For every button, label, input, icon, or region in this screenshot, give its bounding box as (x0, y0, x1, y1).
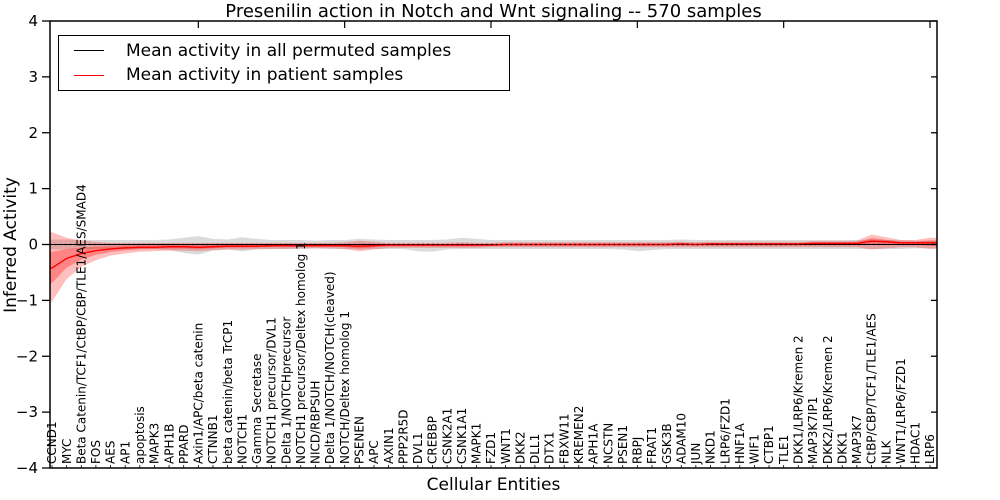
y-tick-label: 2 (28, 124, 38, 142)
x-tick-label: CCND1 (45, 421, 59, 464)
x-tick-label: Delta 1/NOTCHprecursor (279, 317, 293, 464)
x-tick-label: MYC (60, 439, 74, 464)
x-tick-label: CTNNB1 (206, 414, 220, 464)
x-tick-label: APH1A (587, 423, 601, 464)
x-tick-label: APC (367, 440, 381, 464)
x-tick-label: FBXW11 (557, 414, 571, 465)
x-tick-label: RBPJ (631, 437, 645, 464)
x-tick-label: FRAT1 (645, 427, 659, 464)
x-tick-label: NOTCH1 precursor/DVL1 (265, 317, 279, 464)
x-tick-label: NLK (879, 439, 893, 464)
x-tick-label: FZD1 (484, 432, 498, 464)
x-tick-label: Gamma Secretase (250, 353, 264, 464)
x-tick-label: DTX1 (543, 432, 557, 464)
permuted-line-sample-icon (74, 50, 104, 52)
y-tick-label: −3 (16, 403, 38, 421)
patient-band-outer (50, 232, 937, 302)
x-tick-label: KREMEN2 (572, 406, 586, 464)
x-axis-label: Cellular Entities (426, 475, 561, 495)
x-tick-label: LRP6/FZD1 (718, 398, 732, 464)
x-tick-label: HNF1A (733, 422, 747, 464)
legend-label-patient: Mean activity in patient samples (126, 65, 404, 86)
x-tick-label: DKK1/LRP6/Kremen 2 (792, 335, 806, 464)
x-tick-label: MAP3K7 (850, 415, 864, 464)
x-tick-label: LRP6 (923, 434, 937, 464)
x-tick-label: MAP3K7IP1 (806, 397, 820, 464)
x-tick-label: Delta 1/NOTCH/NOTCH(cleaved) (323, 271, 337, 464)
x-tick-label: DLL1 (528, 434, 542, 464)
x-tick-label: NCSTN (601, 423, 615, 464)
x-tick-label: DKK1 (835, 431, 849, 464)
x-tick-label: NOTCH1 precursor/Deltex homolog 1 (294, 242, 308, 464)
x-tick-label: DKK2 (513, 431, 527, 464)
x-tick-label: CTBP1 (762, 425, 776, 464)
x-tick-label: CtBP/CBP/TCF1/TLE1/AES (865, 313, 879, 464)
y-tick-label: 1 (28, 180, 38, 198)
x-tick-label: CREBBP (426, 416, 440, 464)
x-tick-label: PPARD (177, 425, 191, 465)
y-tick-label: −2 (16, 347, 38, 365)
x-tick-label: WIF1 (748, 434, 762, 464)
patient-band-inner (50, 238, 937, 284)
x-tick-label: JUN (689, 443, 703, 465)
x-tick-label: TLE1 (777, 435, 791, 465)
x-tick-label: Beta Catenin/TCF1/CtBP/CBP/TLE1/AES/SMAD… (74, 184, 88, 464)
x-tick-label: apoptosis (133, 406, 147, 464)
x-tick-label: Axin1/APC/beta catenin (192, 323, 206, 464)
x-tick-label: beta catenin/beta TrCP1 (221, 320, 235, 464)
x-tick-label: ADAM10 (674, 413, 688, 464)
y-tick-label: 0 (28, 236, 38, 254)
x-tick-label: NKD1 (704, 430, 718, 464)
x-tick-label: PPP2R5D (396, 409, 410, 464)
legend-item-permuted: Mean activity in all permuted samples (59, 41, 509, 61)
x-tick-label: DKK2/LRP6/Kremen 2 (821, 335, 835, 464)
y-tick-label: −4 (16, 459, 38, 477)
x-tick-label: FOS (89, 440, 103, 464)
y-tick-label: 4 (28, 12, 38, 30)
x-tick-label: AXIN1 (382, 427, 396, 464)
x-tick-label: CSNK1A1 (455, 408, 469, 464)
x-tick-label: WNT1/LRP6/FZD1 (894, 358, 908, 464)
x-tick-label: MAPK3 (148, 423, 162, 464)
x-tick-label: APH1B (162, 424, 176, 464)
x-tick-label: HDAC1 (909, 422, 923, 464)
x-tick-label: AP1 (118, 441, 132, 464)
x-tick-label: MAPK1 (470, 423, 484, 464)
x-tick-label: CSNK2A1 (440, 408, 454, 464)
x-tick-label: AES (104, 441, 118, 464)
legend-label-permuted: Mean activity in all permuted samples (126, 40, 452, 61)
x-tick-label: NICD/RBPSUH (309, 381, 323, 464)
x-tick-label: DVL1 (411, 432, 425, 464)
patient-line-sample-icon (74, 74, 104, 76)
x-tick-label: NOTCH1 (235, 414, 249, 464)
chart-title: Presenilin action in Notch and Wnt signa… (225, 1, 762, 22)
x-tick-label: PSEN1 (616, 425, 630, 464)
y-tick-label: −1 (16, 291, 38, 309)
x-tick-label: WNT1 (499, 428, 513, 464)
y-tick-label: 3 (28, 68, 38, 86)
legend: Mean activity in all permuted samples Me… (58, 35, 510, 91)
legend-item-patient: Mean activity in patient samples (59, 65, 509, 85)
x-tick-label: NOTCH/Deltex homolog 1 (338, 311, 352, 464)
x-tick-label: GSK3B (660, 423, 674, 464)
x-tick-label: PSENEN (353, 416, 367, 464)
